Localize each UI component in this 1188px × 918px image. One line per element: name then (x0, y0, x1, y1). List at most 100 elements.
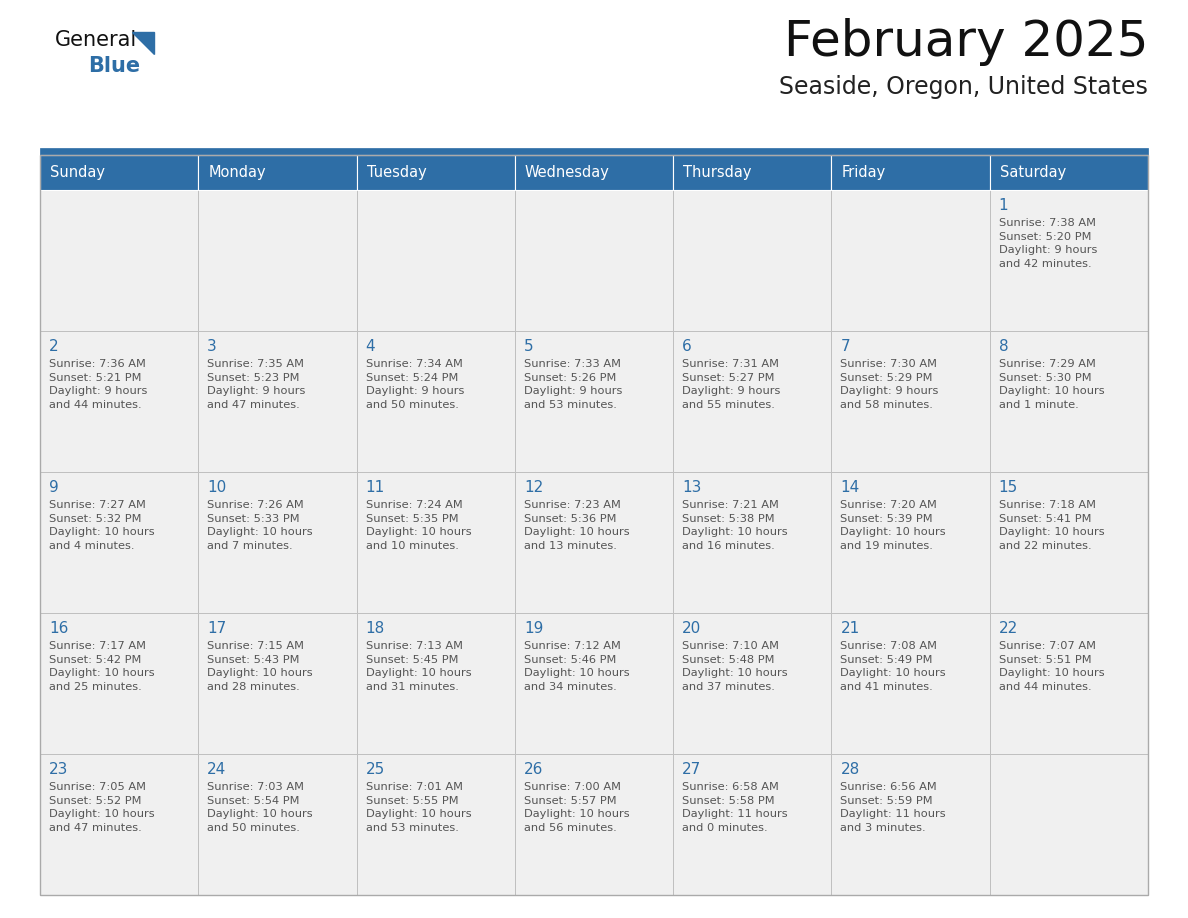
Text: Sunrise: 7:38 AM
Sunset: 5:20 PM
Daylight: 9 hours
and 42 minutes.: Sunrise: 7:38 AM Sunset: 5:20 PM Dayligh… (999, 218, 1097, 269)
Text: 19: 19 (524, 621, 543, 636)
Text: Sunrise: 7:15 AM
Sunset: 5:43 PM
Daylight: 10 hours
and 28 minutes.: Sunrise: 7:15 AM Sunset: 5:43 PM Dayligh… (207, 641, 312, 692)
Bar (832, 754, 990, 895)
Text: 3: 3 (207, 339, 217, 354)
Bar (40, 472, 198, 613)
Bar (40, 331, 198, 472)
Bar (40, 148, 1148, 155)
Bar (832, 155, 990, 190)
Bar (514, 613, 674, 754)
Text: 9: 9 (49, 480, 58, 495)
Text: Sunrise: 7:12 AM
Sunset: 5:46 PM
Daylight: 10 hours
and 34 minutes.: Sunrise: 7:12 AM Sunset: 5:46 PM Dayligh… (524, 641, 630, 692)
Text: Sunrise: 7:23 AM
Sunset: 5:36 PM
Daylight: 10 hours
and 13 minutes.: Sunrise: 7:23 AM Sunset: 5:36 PM Dayligh… (524, 500, 630, 551)
Bar (990, 331, 1148, 472)
Bar (674, 331, 832, 472)
Text: Sunrise: 7:01 AM
Sunset: 5:55 PM
Daylight: 10 hours
and 53 minutes.: Sunrise: 7:01 AM Sunset: 5:55 PM Dayligh… (366, 782, 472, 833)
Text: Wednesday: Wednesday (525, 165, 609, 180)
Text: 18: 18 (366, 621, 385, 636)
Text: 27: 27 (682, 762, 701, 777)
Text: 1: 1 (999, 198, 1009, 213)
Text: 14: 14 (840, 480, 860, 495)
Bar (514, 754, 674, 895)
Text: 12: 12 (524, 480, 543, 495)
Text: 2: 2 (49, 339, 58, 354)
Text: 7: 7 (840, 339, 851, 354)
Text: Sunrise: 7:34 AM
Sunset: 5:24 PM
Daylight: 9 hours
and 50 minutes.: Sunrise: 7:34 AM Sunset: 5:24 PM Dayligh… (366, 359, 465, 409)
Text: Sunday: Sunday (50, 165, 105, 180)
Bar (674, 472, 832, 613)
Text: Sunrise: 7:30 AM
Sunset: 5:29 PM
Daylight: 9 hours
and 58 minutes.: Sunrise: 7:30 AM Sunset: 5:29 PM Dayligh… (840, 359, 939, 409)
Text: Friday: Friday (841, 165, 886, 180)
Text: Sunrise: 7:20 AM
Sunset: 5:39 PM
Daylight: 10 hours
and 19 minutes.: Sunrise: 7:20 AM Sunset: 5:39 PM Dayligh… (840, 500, 946, 551)
Bar (198, 190, 356, 331)
Text: Saturday: Saturday (1000, 165, 1066, 180)
Text: 17: 17 (207, 621, 227, 636)
Bar (514, 155, 674, 190)
Text: 16: 16 (49, 621, 69, 636)
Text: Sunrise: 6:56 AM
Sunset: 5:59 PM
Daylight: 11 hours
and 3 minutes.: Sunrise: 6:56 AM Sunset: 5:59 PM Dayligh… (840, 782, 946, 833)
Text: 28: 28 (840, 762, 860, 777)
Text: Sunrise: 7:31 AM
Sunset: 5:27 PM
Daylight: 9 hours
and 55 minutes.: Sunrise: 7:31 AM Sunset: 5:27 PM Dayligh… (682, 359, 781, 409)
Bar (990, 190, 1148, 331)
Text: Monday: Monday (208, 165, 266, 180)
Bar (832, 472, 990, 613)
Text: Sunrise: 7:05 AM
Sunset: 5:52 PM
Daylight: 10 hours
and 47 minutes.: Sunrise: 7:05 AM Sunset: 5:52 PM Dayligh… (49, 782, 154, 833)
Bar (674, 754, 832, 895)
Text: 4: 4 (366, 339, 375, 354)
Bar (674, 613, 832, 754)
Bar (40, 155, 198, 190)
Bar (198, 754, 356, 895)
Text: Sunrise: 7:36 AM
Sunset: 5:21 PM
Daylight: 9 hours
and 44 minutes.: Sunrise: 7:36 AM Sunset: 5:21 PM Dayligh… (49, 359, 147, 409)
Text: 13: 13 (682, 480, 702, 495)
Text: Tuesday: Tuesday (367, 165, 426, 180)
Text: Sunrise: 7:03 AM
Sunset: 5:54 PM
Daylight: 10 hours
and 50 minutes.: Sunrise: 7:03 AM Sunset: 5:54 PM Dayligh… (207, 782, 312, 833)
Bar (990, 155, 1148, 190)
Bar (990, 754, 1148, 895)
Text: Sunrise: 7:33 AM
Sunset: 5:26 PM
Daylight: 9 hours
and 53 minutes.: Sunrise: 7:33 AM Sunset: 5:26 PM Dayligh… (524, 359, 623, 409)
Text: Sunrise: 6:58 AM
Sunset: 5:58 PM
Daylight: 11 hours
and 0 minutes.: Sunrise: 6:58 AM Sunset: 5:58 PM Dayligh… (682, 782, 788, 833)
Text: Sunrise: 7:07 AM
Sunset: 5:51 PM
Daylight: 10 hours
and 44 minutes.: Sunrise: 7:07 AM Sunset: 5:51 PM Dayligh… (999, 641, 1105, 692)
Polygon shape (132, 32, 154, 54)
Text: Sunrise: 7:21 AM
Sunset: 5:38 PM
Daylight: 10 hours
and 16 minutes.: Sunrise: 7:21 AM Sunset: 5:38 PM Dayligh… (682, 500, 788, 551)
Text: 11: 11 (366, 480, 385, 495)
Text: 8: 8 (999, 339, 1009, 354)
Text: 23: 23 (49, 762, 69, 777)
Bar (356, 331, 514, 472)
Text: Sunrise: 7:27 AM
Sunset: 5:32 PM
Daylight: 10 hours
and 4 minutes.: Sunrise: 7:27 AM Sunset: 5:32 PM Dayligh… (49, 500, 154, 551)
Text: 26: 26 (524, 762, 543, 777)
Text: Thursday: Thursday (683, 165, 752, 180)
Text: 20: 20 (682, 621, 701, 636)
Bar (832, 190, 990, 331)
Text: Sunrise: 7:00 AM
Sunset: 5:57 PM
Daylight: 10 hours
and 56 minutes.: Sunrise: 7:00 AM Sunset: 5:57 PM Dayligh… (524, 782, 630, 833)
Text: 22: 22 (999, 621, 1018, 636)
Bar (356, 754, 514, 895)
Bar (514, 190, 674, 331)
Text: 10: 10 (207, 480, 227, 495)
Bar (674, 155, 832, 190)
Bar (674, 190, 832, 331)
Bar (356, 155, 514, 190)
Text: Sunrise: 7:24 AM
Sunset: 5:35 PM
Daylight: 10 hours
and 10 minutes.: Sunrise: 7:24 AM Sunset: 5:35 PM Dayligh… (366, 500, 472, 551)
Text: Seaside, Oregon, United States: Seaside, Oregon, United States (779, 75, 1148, 99)
Bar (198, 331, 356, 472)
Bar (40, 155, 1148, 895)
Text: Sunrise: 7:08 AM
Sunset: 5:49 PM
Daylight: 10 hours
and 41 minutes.: Sunrise: 7:08 AM Sunset: 5:49 PM Dayligh… (840, 641, 946, 692)
Bar (356, 613, 514, 754)
Bar (832, 613, 990, 754)
Bar (832, 331, 990, 472)
Text: 25: 25 (366, 762, 385, 777)
Bar (198, 472, 356, 613)
Text: Sunrise: 7:18 AM
Sunset: 5:41 PM
Daylight: 10 hours
and 22 minutes.: Sunrise: 7:18 AM Sunset: 5:41 PM Dayligh… (999, 500, 1105, 551)
Text: 6: 6 (682, 339, 691, 354)
Text: 21: 21 (840, 621, 860, 636)
Bar (990, 472, 1148, 613)
Bar (356, 190, 514, 331)
Bar (514, 472, 674, 613)
Bar (40, 613, 198, 754)
Text: Sunrise: 7:26 AM
Sunset: 5:33 PM
Daylight: 10 hours
and 7 minutes.: Sunrise: 7:26 AM Sunset: 5:33 PM Dayligh… (207, 500, 312, 551)
Bar (198, 155, 356, 190)
Text: 24: 24 (207, 762, 227, 777)
Text: Sunrise: 7:13 AM
Sunset: 5:45 PM
Daylight: 10 hours
and 31 minutes.: Sunrise: 7:13 AM Sunset: 5:45 PM Dayligh… (366, 641, 472, 692)
Text: Sunrise: 7:17 AM
Sunset: 5:42 PM
Daylight: 10 hours
and 25 minutes.: Sunrise: 7:17 AM Sunset: 5:42 PM Dayligh… (49, 641, 154, 692)
Text: Blue: Blue (88, 56, 140, 76)
Bar (356, 472, 514, 613)
